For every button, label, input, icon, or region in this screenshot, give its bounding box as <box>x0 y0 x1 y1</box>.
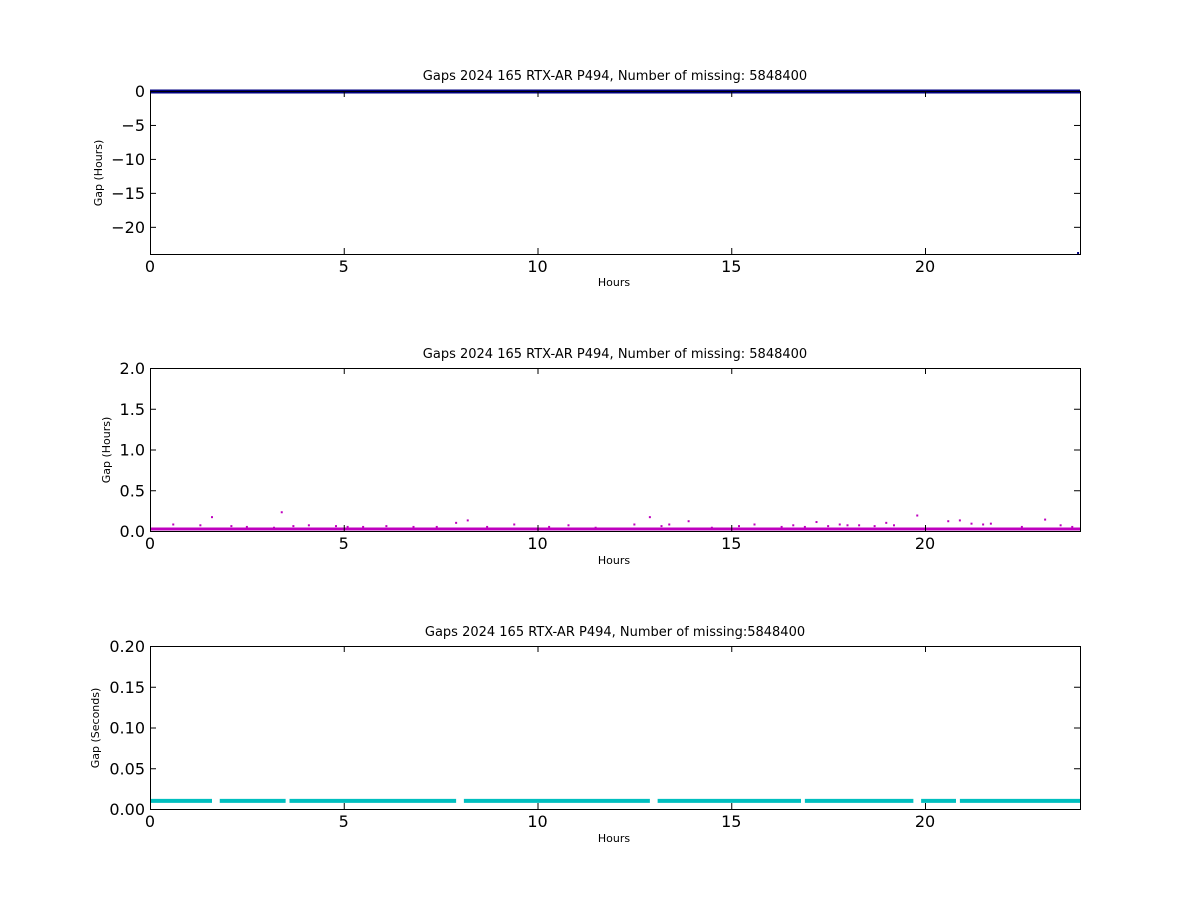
data-point <box>873 525 876 528</box>
y-tick-label: −20 <box>111 218 145 237</box>
data-point <box>846 524 849 527</box>
panel-2-axes: 0 5 10 15 20 0.0 0.5 1.0 1.5 2.0 <box>120 359 1080 553</box>
data-point <box>893 524 895 527</box>
data-point <box>211 516 213 519</box>
panel-1-frame <box>150 91 1081 255</box>
y-tick-label: −5 <box>121 116 145 135</box>
data-point <box>455 521 458 524</box>
data-point <box>412 525 415 528</box>
y-tick-label: 0.10 <box>109 719 145 738</box>
panel-1-axes: 0 5 10 15 20 0 −5 −10 −15 −20 <box>111 82 1080 276</box>
y-tick-label: 0.00 <box>109 800 145 819</box>
data-point <box>753 523 756 526</box>
panel-3: Gaps 2024 165 RTX-AR P494, Number of mis… <box>89 625 1081 845</box>
panel-3-y-axis-label: Gap (Seconds) <box>89 688 102 769</box>
data-point <box>230 525 233 528</box>
data-point <box>292 525 295 528</box>
x-tick-label: 15 <box>721 812 741 831</box>
data-point <box>947 520 950 523</box>
panel-2-title: Gaps 2024 165 RTX-AR P494, Number of mis… <box>423 347 807 362</box>
data-point <box>280 511 283 514</box>
data-point <box>982 523 985 526</box>
data-point <box>1020 525 1023 528</box>
panel-1-title: Gaps 2024 165 RTX-AR P494, Number of mis… <box>423 69 807 84</box>
y-tick-label: 0.0 <box>120 522 145 541</box>
panel-2: Gaps 2024 165 RTX-AR P494, Number of mis… <box>100 347 1081 567</box>
data-point <box>486 525 489 528</box>
x-tick-label: 20 <box>915 257 935 276</box>
data-point <box>362 525 365 528</box>
x-tick-label: 10 <box>527 812 547 831</box>
y-tick-label: 1.0 <box>120 441 145 460</box>
data-point <box>827 525 830 528</box>
data-point <box>594 526 597 529</box>
x-tick-label: 20 <box>915 812 935 831</box>
data-point <box>710 526 713 529</box>
x-tick-label: 5 <box>339 257 349 276</box>
y-tick-label: 0 <box>135 82 145 101</box>
y-tick-label: 1.5 <box>120 400 145 419</box>
y-tick-label: 0.15 <box>109 678 145 697</box>
data-point <box>335 525 337 528</box>
data-point <box>738 525 740 528</box>
x-tick-label: 10 <box>527 534 547 553</box>
data-point <box>273 526 275 529</box>
data-point <box>780 525 783 528</box>
data-point <box>838 523 841 526</box>
y-tick-label: 0.5 <box>120 481 145 500</box>
data-point <box>792 524 795 527</box>
data-point <box>172 523 175 526</box>
data-point <box>958 519 961 522</box>
data-point <box>885 521 888 524</box>
panel-3-axes: 0 5 10 15 20 0.00 0.05 0.10 0.15 0.20 <box>109 637 1080 831</box>
panel-3-x-axis-label: Hours <box>598 832 630 845</box>
panel-2-y-axis-label: Gap (Hours) <box>100 417 113 484</box>
panel-1-x-axis-label: Hours <box>598 276 630 289</box>
data-point <box>1071 525 1074 528</box>
panel-3-title: Gaps 2024 165 RTX-AR P494, Number of mis… <box>425 625 805 640</box>
x-tick-label: 5 <box>339 534 349 553</box>
data-point <box>803 525 806 528</box>
x-tick-label: 0 <box>145 534 155 553</box>
data-point <box>648 516 651 519</box>
data-point <box>567 524 570 527</box>
panel-2-x-axis-label: Hours <box>598 554 630 567</box>
data-point <box>970 522 973 525</box>
y-tick-label: 0.05 <box>109 759 145 778</box>
panel-1: Gaps 2024 165 RTX-AR P494, Number of mis… <box>92 69 1081 289</box>
x-tick-label: 15 <box>721 534 741 553</box>
data-point <box>435 525 438 528</box>
y-tick-label: 2.0 <box>120 359 145 378</box>
x-tick-label: 0 <box>145 257 155 276</box>
y-tick-label: −10 <box>111 150 145 169</box>
data-point <box>199 524 202 527</box>
data-point <box>346 525 349 528</box>
data-point <box>245 525 248 528</box>
data-point <box>858 524 861 527</box>
data-point <box>660 525 663 528</box>
data-point <box>385 525 388 528</box>
y-tick-label: −15 <box>111 184 145 203</box>
data-point <box>916 514 919 517</box>
panel-1-y-axis-label: Gap (Hours) <box>92 140 105 207</box>
data-point <box>668 523 671 526</box>
data-point <box>1059 524 1062 527</box>
data-point <box>513 523 516 526</box>
data-point <box>633 523 636 526</box>
data-point <box>307 524 310 527</box>
x-tick-label: 20 <box>915 534 935 553</box>
x-tick-label: 0 <box>145 812 155 831</box>
data-point <box>687 520 690 523</box>
x-tick-label: 5 <box>339 812 349 831</box>
x-tick-label: 10 <box>527 257 547 276</box>
data-point <box>989 522 992 525</box>
y-tick-label: 0.20 <box>109 637 145 656</box>
data-point <box>466 519 469 522</box>
data-point <box>1077 252 1080 254</box>
data-point <box>815 521 818 524</box>
data-point <box>1044 518 1047 521</box>
data-point <box>548 525 551 528</box>
x-tick-label: 15 <box>721 257 741 276</box>
